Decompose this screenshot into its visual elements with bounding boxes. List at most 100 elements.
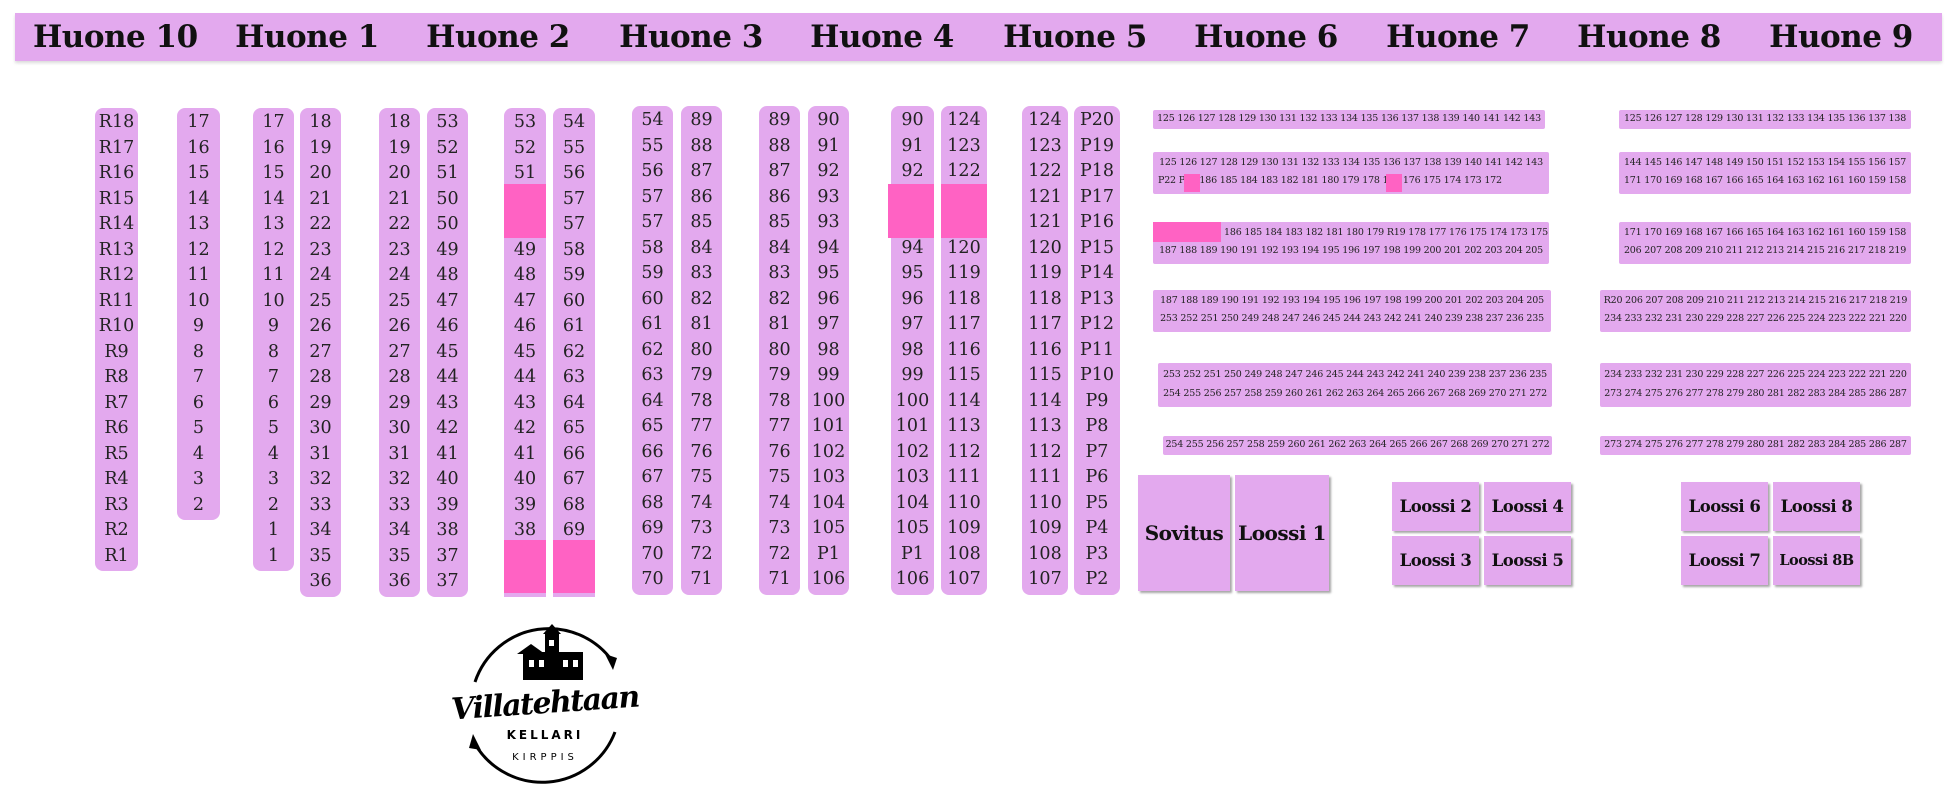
huone8-row: 144 145 146 147 148 149 150 151 152 153 … <box>1619 152 1911 194</box>
stall-number: 37 <box>436 571 459 591</box>
stall-number: P5 <box>1085 492 1109 513</box>
stall-column: 54 55 56 57 57 58 59 60 61 62 63 64 65 66 67 68 69 <box>553 108 595 597</box>
stall-number: 60 <box>641 288 664 309</box>
taken-marker <box>941 184 987 238</box>
stall-number: 11 <box>187 265 210 285</box>
stall-number: 15 <box>262 163 285 183</box>
stall-column: 90 91 92 94 95 96 97 98 99 100 101 102 103 104 105 P1 10… <box>891 106 934 595</box>
stall-number: P14 <box>1079 263 1115 283</box>
stall-number: 22 <box>309 214 332 234</box>
stall-number: P13 <box>1079 288 1115 309</box>
stall-number: 95 <box>901 263 924 283</box>
stall-number: P7 <box>1085 441 1109 462</box>
stall-number: 121 <box>1028 212 1062 232</box>
stall-number: 76 <box>690 441 713 462</box>
stall-number: P15 <box>1079 237 1115 258</box>
stall-number: R7 <box>104 392 129 413</box>
stall-number: 91 <box>817 135 840 156</box>
stall-number: 18 <box>309 112 332 132</box>
stall-number: 41 <box>436 443 459 464</box>
stall-number: 1 <box>267 545 280 566</box>
stall-number: 9 <box>192 316 205 336</box>
stall-number: 122 <box>947 161 981 181</box>
stall-number: 5 <box>267 418 280 438</box>
stall-number: 1 <box>267 520 280 540</box>
room-title-huone-2: Huone 2 <box>426 19 570 55</box>
stall-number: 57 <box>641 212 664 232</box>
booth-loossi-4: Loossi 4 <box>1484 482 1571 531</box>
stall-number: 7 <box>192 367 205 387</box>
stall-number: 123 <box>1028 135 1062 156</box>
stall-number: 56 <box>641 161 664 181</box>
stall-number: 38 <box>513 520 537 540</box>
stall-number: 56 <box>562 163 586 183</box>
stall-number: P8 <box>1085 416 1109 436</box>
stall-column: P20 P19 P18 P17 P16 P15 P14 P13 P12 P11 P10 P9 P8 P7 P… <box>1074 106 1120 595</box>
stall-number: 69 <box>641 518 664 538</box>
stall-number: 53 <box>513 112 537 132</box>
stall-number: 106 <box>895 569 930 589</box>
stall-number: 117 <box>1028 314 1062 334</box>
stall-number: 103 <box>895 467 930 487</box>
stall-number: 62 <box>562 341 586 362</box>
stall-number: 98 <box>817 339 840 360</box>
stall-number: 70 <box>641 543 664 564</box>
stall-number: 43 <box>513 392 537 413</box>
stall-numbers: 253 252 251 250 249 248 247 246 245 244 … <box>1160 313 1544 324</box>
stall-number: 39 <box>436 494 459 515</box>
room-title-huone-5: Huone 5 <box>1003 19 1147 55</box>
stall-number: 124 <box>947 110 981 130</box>
stall-number: 24 <box>309 265 332 285</box>
stall-number: R3 <box>104 494 129 515</box>
stall-number: P2 <box>1085 569 1109 589</box>
stall-number: 107 <box>947 569 981 589</box>
taken-marker <box>504 540 546 593</box>
stall-number: 114 <box>947 390 981 411</box>
huone8-row: 125 126 127 128 129 130 131 132 133 134 … <box>1619 110 1911 129</box>
room-title-huone-3: Huone 3 <box>619 19 763 55</box>
stall-number: 28 <box>388 367 411 387</box>
stall-number: 60 <box>562 290 586 311</box>
stall-number: R18 <box>98 112 135 132</box>
stall-number: 67 <box>562 469 586 489</box>
stall-number: 54 <box>641 110 664 130</box>
stall-number: P16 <box>1079 212 1115 232</box>
stall-number: 110 <box>1028 492 1062 513</box>
stall-number: 36 <box>309 571 332 591</box>
stall-number: 74 <box>690 492 713 513</box>
stall-number: 87 <box>768 161 791 181</box>
stall-number: 105 <box>811 518 846 538</box>
booth-loossi-7: Loossi 7 <box>1681 536 1768 585</box>
stall-number: 115 <box>947 365 981 385</box>
stall-number: 113 <box>1028 416 1062 436</box>
room-title-huone-10: Huone 10 <box>33 19 198 55</box>
stall-numbers: 171 170 169 168 167 166 165 164 163 162 … <box>1623 227 1907 238</box>
stall-number: 29 <box>309 392 332 413</box>
stall-number: 19 <box>388 137 411 158</box>
stall-number: 119 <box>1028 263 1062 283</box>
logo-emblem <box>469 624 617 784</box>
stall-number: 2 <box>192 494 205 515</box>
stall-number: 66 <box>562 443 586 464</box>
stall-number: P17 <box>1079 186 1115 207</box>
stall-number: 92 <box>817 161 840 181</box>
huone8-row: 273 274 275 276 277 278 279 280 281 282 … <box>1600 436 1911 455</box>
huone8-row: 171 170 169 168 167 166 165 164 163 162 … <box>1619 222 1911 264</box>
stall-number: 18 <box>388 112 411 132</box>
stall-number: 66 <box>641 441 664 462</box>
stall-number: 58 <box>562 239 586 260</box>
stall-number: 72 <box>768 543 791 564</box>
stall-number: R10 <box>98 316 135 336</box>
stall-number: 78 <box>768 390 791 411</box>
stall-number: 38 <box>436 520 459 540</box>
stall-column: 18 19 20 21 22 23 24 25 26 27 28 29 30 31 32 33 34 35 36 <box>300 108 341 597</box>
stall-number: 94 <box>901 237 924 258</box>
stall-numbers: 125 126 127 128 129 130 131 132 133 134 … <box>1157 113 1541 124</box>
stall-number: P11 <box>1079 339 1115 360</box>
stall-number: 26 <box>388 316 411 336</box>
stall-number: 25 <box>388 290 411 311</box>
stall-number: 43 <box>436 392 459 413</box>
stall-number: 122 <box>1028 161 1062 181</box>
stall-number: 59 <box>641 263 664 283</box>
stall-number: 102 <box>895 441 930 462</box>
